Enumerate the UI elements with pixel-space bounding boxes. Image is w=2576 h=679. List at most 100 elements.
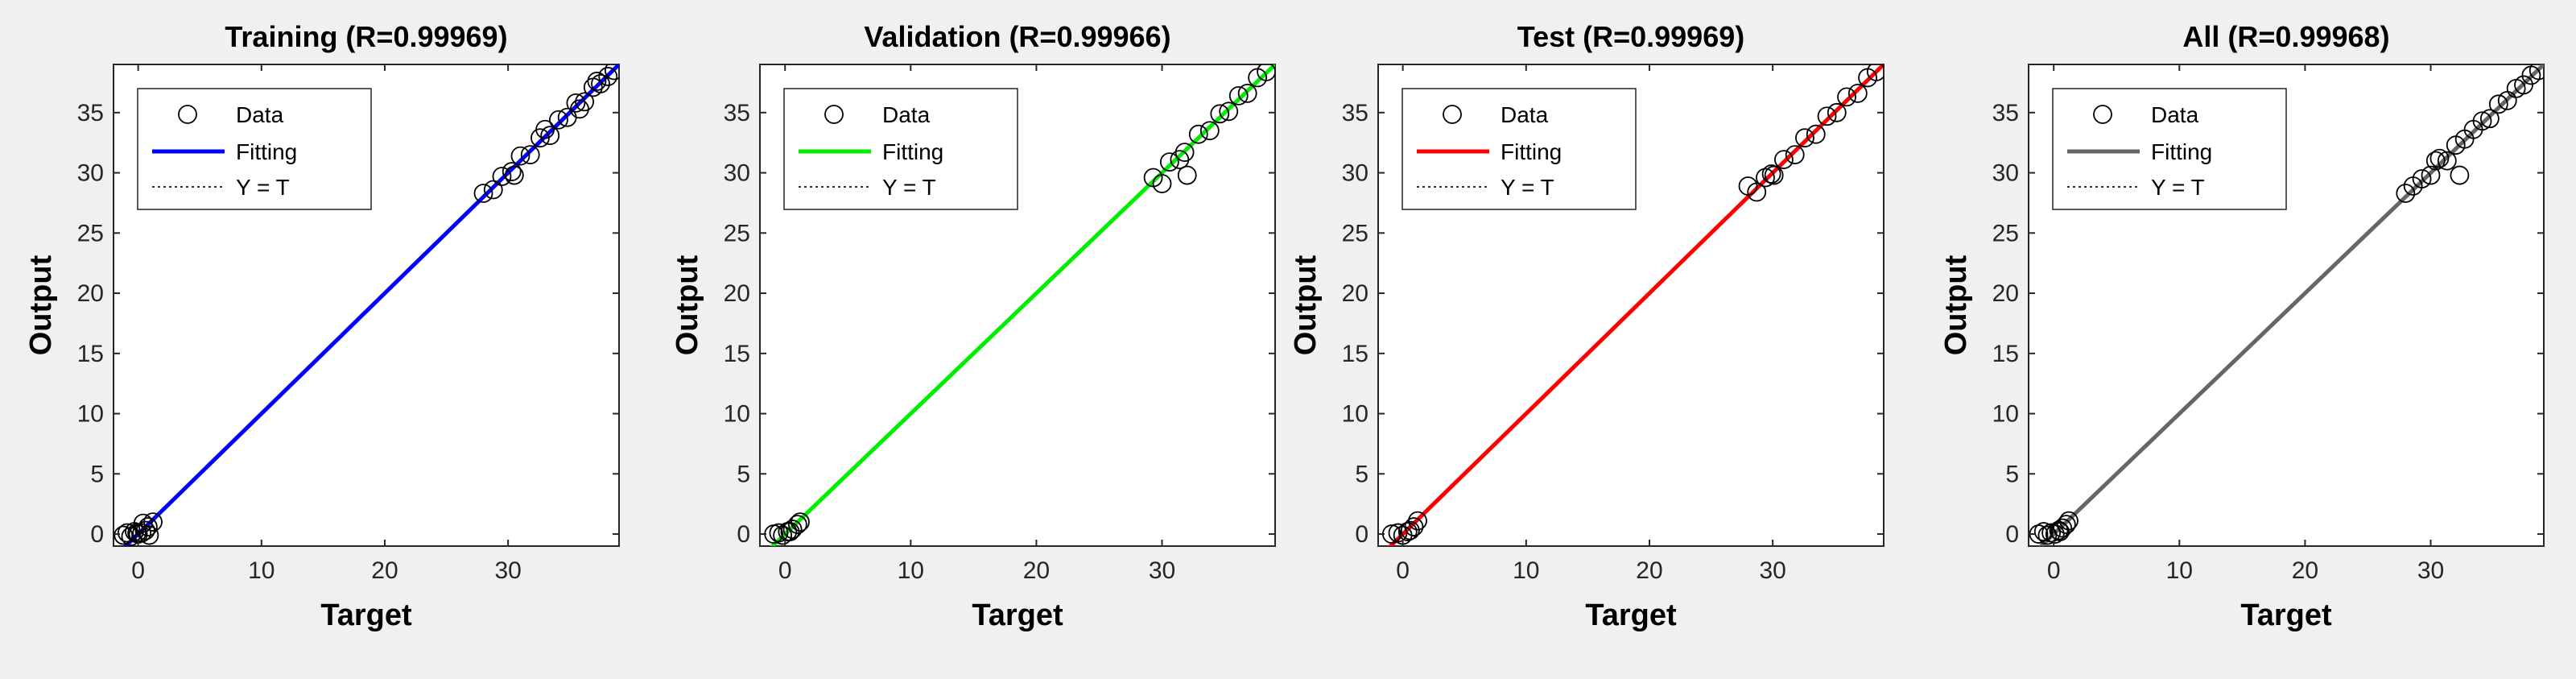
y-tick-label: 0 [737, 521, 750, 548]
x-tick-label: 0 [1396, 557, 1410, 584]
y-tick-label: 15 [77, 341, 104, 367]
legend-entry-label: Fitting [882, 139, 943, 164]
legend-entry-label: Y = T [2151, 175, 2205, 200]
y-tick-label: 35 [77, 100, 104, 126]
data-point [2050, 522, 2070, 541]
y-tick-label: 10 [1992, 401, 2019, 428]
plot-panel-4: 0 10 20 30 0 5 10 15 20 25 30 35 All (R=0.99968) Targ… [1939, 20, 2545, 632]
data-point [1199, 121, 1220, 141]
x-tick-label: 0 [2047, 557, 2061, 584]
y-tick-label: 20 [724, 280, 750, 307]
data-point [1400, 520, 1420, 540]
data-point [139, 525, 159, 545]
y-tick-label: 35 [1342, 100, 1368, 126]
y-axis-label: Output [1939, 255, 1973, 355]
legend-entry-label: Data [1501, 102, 1549, 127]
y-tick-label: 25 [724, 220, 750, 246]
data-point [2049, 520, 2069, 540]
y-tick-label: 35 [1992, 100, 2019, 126]
legend-entry-label: Y = T [882, 175, 936, 200]
y-tick-label: 0 [1355, 521, 1368, 548]
data-point [1795, 128, 1814, 148]
x-axis-label: Target [2240, 598, 2332, 632]
data-point [587, 72, 607, 91]
y-tick-label: 25 [77, 220, 104, 246]
data-point [1761, 164, 1781, 184]
data-point [1397, 522, 1418, 541]
legend-data-marker [178, 105, 197, 124]
legend-box [137, 88, 372, 210]
plot-panel-3: 0 10 20 30 0 5 10 15 20 25 30 35 Test (R=0.99969) Tar… [1289, 20, 1885, 632]
y-tick-label: 5 [737, 461, 750, 487]
data-point [2053, 518, 2073, 538]
legend-entry-label: Fitting [236, 139, 297, 164]
chart-title: Validation (R=0.99966) [864, 20, 1170, 53]
y-tick-label: 30 [724, 160, 750, 187]
x-tick-label: 20 [1023, 557, 1050, 584]
data-point [2472, 111, 2492, 131]
y-axis-label: Output [24, 255, 58, 355]
legend-box [783, 88, 1018, 210]
data-point [570, 99, 589, 119]
data-point [598, 67, 618, 86]
legend-entry-label: Fitting [1501, 139, 1562, 164]
x-axis-label: Target [1585, 598, 1677, 632]
x-tick-label: 30 [1149, 557, 1175, 584]
data-point [780, 522, 800, 541]
data-point [132, 523, 152, 543]
data-point [535, 119, 555, 139]
x-tick-label: 30 [2417, 557, 2444, 584]
data-point [2429, 148, 2450, 168]
legend-entry-label: Y = T [236, 175, 290, 200]
data-point [2421, 165, 2441, 185]
data-point [604, 64, 619, 81]
chart-title: All (R=0.99968) [2182, 20, 2389, 53]
y-tick-label: 25 [1342, 220, 1368, 246]
data-point [117, 523, 137, 543]
data-point [2450, 165, 2470, 185]
y-tick-label: 30 [1342, 160, 1368, 187]
plot-area [764, 64, 1275, 546]
data-point [1159, 152, 1179, 172]
data-point [1827, 102, 1847, 122]
data-point [2033, 522, 2054, 541]
y-tick-label: 35 [724, 100, 750, 126]
x-tick-label: 10 [2166, 557, 2193, 584]
legend-entry-label: Y = T [1501, 175, 1554, 200]
y-tick-label: 30 [1992, 160, 2019, 187]
data-point [1257, 64, 1275, 81]
data-point [1219, 101, 1239, 122]
data-point [787, 515, 807, 534]
data-point [510, 146, 530, 166]
data-point [520, 145, 540, 165]
x-axis-label: Target [972, 598, 1063, 632]
y-tick-label: 20 [1342, 280, 1368, 307]
data-point [504, 165, 524, 185]
y-tick-label: 10 [724, 401, 750, 428]
y-tick-label: 15 [1992, 341, 2019, 367]
x-tick-label: 10 [898, 557, 924, 584]
y-tick-label: 5 [90, 461, 104, 487]
y-tick-label: 15 [1342, 341, 1368, 367]
legend: Data Fitting Y = T [783, 88, 1018, 210]
y-tick-label: 10 [77, 401, 104, 428]
fitting-line [2037, 64, 2544, 546]
y-tick-label: 5 [2005, 461, 2019, 487]
data-point [2396, 184, 2416, 203]
plot-panel-2: 0 10 20 30 0 5 10 15 20 25 30 35 Validation (R=0.999… [671, 20, 1276, 632]
data-point [133, 513, 153, 533]
data-point [1774, 150, 1794, 170]
legend: Data Fitting Y = T [137, 88, 372, 210]
legend: Data Fitting Y = T [2052, 88, 2287, 210]
data-point [1174, 143, 1195, 163]
data-point [2488, 94, 2508, 114]
legend-entry-label: Data [2151, 102, 2199, 127]
x-tick-label: 10 [1513, 557, 1539, 584]
data-point [1408, 511, 1427, 531]
fitting-line [769, 64, 1275, 546]
chart-title: Training (R=0.99969) [225, 20, 507, 53]
data-point [1228, 85, 1249, 106]
data-point [791, 512, 810, 532]
legend-data-marker [824, 105, 844, 124]
